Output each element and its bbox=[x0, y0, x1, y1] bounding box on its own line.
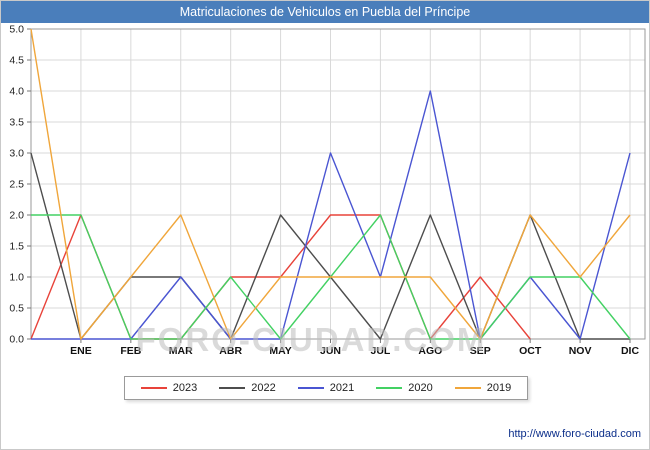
svg-text:1.5: 1.5 bbox=[9, 241, 24, 253]
svg-text:5.0: 5.0 bbox=[9, 24, 24, 36]
legend-label-2022: 2022 bbox=[251, 382, 276, 394]
svg-text:DIC: DIC bbox=[621, 345, 640, 357]
svg-text:JUN: JUN bbox=[320, 345, 341, 357]
legend-label-2021: 2021 bbox=[329, 382, 355, 394]
legend-swatch-2023 bbox=[140, 387, 167, 389]
svg-text:0.0: 0.0 bbox=[9, 334, 24, 346]
svg-text:MAR: MAR bbox=[169, 345, 193, 357]
svg-text:NOV: NOV bbox=[569, 345, 592, 357]
svg-text:ENE: ENE bbox=[70, 345, 92, 357]
svg-text:MAY: MAY bbox=[269, 345, 291, 357]
legend-swatch-2019 bbox=[454, 387, 481, 389]
legend-item-2023: 2023 bbox=[140, 382, 198, 394]
legend-box: 2023 2022 2021 2020 2019 bbox=[123, 376, 529, 400]
legend: 2023 2022 2021 2020 2019 bbox=[1, 376, 649, 400]
svg-text:FEB: FEB bbox=[120, 345, 141, 357]
svg-text:AGO: AGO bbox=[418, 345, 442, 357]
footer-url[interactable]: http://www.foro-ciudad.com bbox=[508, 428, 641, 440]
legend-item-2021: 2021 bbox=[297, 382, 355, 394]
svg-text:ABR: ABR bbox=[219, 345, 242, 357]
svg-text:0.5: 0.5 bbox=[9, 303, 24, 315]
legend-label-2023: 2023 bbox=[172, 382, 198, 394]
svg-text:OCT: OCT bbox=[519, 345, 542, 357]
legend-label-2019: 2019 bbox=[486, 382, 512, 394]
svg-text:4.5: 4.5 bbox=[9, 55, 24, 67]
svg-text:JUL: JUL bbox=[370, 345, 390, 357]
legend-swatch-2021 bbox=[297, 387, 324, 389]
svg-text:SEP: SEP bbox=[470, 345, 491, 357]
legend-item-2019: 2019 bbox=[454, 382, 512, 394]
chart-title-bar: Matriculaciones de Vehiculos en Puebla d… bbox=[1, 1, 649, 23]
legend-label-2020: 2020 bbox=[408, 382, 433, 394]
svg-text:2.0: 2.0 bbox=[9, 210, 24, 222]
svg-text:4.0: 4.0 bbox=[9, 86, 24, 98]
legend-item-2020: 2020 bbox=[376, 382, 433, 394]
svg-text:2.5: 2.5 bbox=[9, 179, 24, 191]
legend-item-2022: 2022 bbox=[219, 382, 276, 394]
svg-text:3.0: 3.0 bbox=[9, 148, 24, 160]
chart-title: Matriculaciones de Vehiculos en Puebla d… bbox=[179, 5, 471, 19]
svg-text:3.5: 3.5 bbox=[9, 117, 24, 129]
legend-swatch-2022 bbox=[219, 387, 246, 389]
svg-text:1.0: 1.0 bbox=[9, 272, 24, 284]
legend-swatch-2020 bbox=[376, 387, 403, 389]
series-line-2019 bbox=[30, 28, 631, 340]
